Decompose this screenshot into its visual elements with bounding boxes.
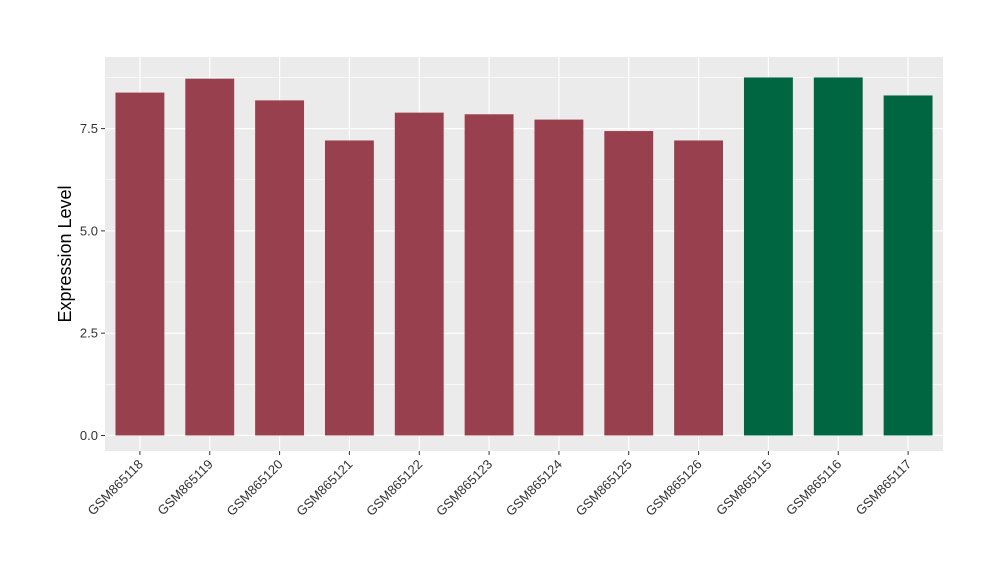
x-tick-label: GSM865116 [783,457,845,519]
bar-GSM865115 [743,77,793,436]
x-tick-label: GSM865117 [853,457,915,519]
x-tick-label: GSM865121 [293,457,355,519]
y-tick-label: 2.5 [80,326,98,341]
y-tick-label: 5.0 [80,223,98,238]
bar-GSM865118 [115,92,165,436]
x-tick-label: GSM865122 [363,457,425,519]
bar-GSM865120 [255,100,305,436]
y-tick-label: 0.0 [80,428,98,443]
bar-GSM865117 [883,95,933,436]
x-tick-label: GSM865118 [84,457,146,519]
plot-panel [105,57,943,451]
y-tick-label: 7.5 [80,121,98,136]
x-tick-label: GSM865125 [573,457,635,519]
x-tick-label: GSM865120 [223,457,285,519]
bar-GSM865123 [464,114,514,436]
bars [115,77,933,436]
x-tick-label: GSM865119 [154,457,216,519]
bar-GSM865119 [185,78,235,436]
minor-gridlines [105,77,943,385]
bar-GSM865116 [813,77,863,436]
bar-GSM865121 [324,140,374,436]
x-axis: GSM865118 GSM865119 GSM865120 GSM865121 GSM8… [84,451,914,519]
bar-GSM865122 [394,112,444,436]
y-axis: 0.0 2.5 5.0 7.5 [80,121,105,443]
y-axis-title: Expression Level [55,185,75,322]
bar-GSM865126 [674,140,724,436]
x-tick-label: GSM865126 [642,457,704,519]
bar-GSM865124 [534,119,584,436]
bar-GSM865125 [604,131,654,436]
x-tick-label: GSM865124 [503,457,565,519]
x-tick-label: GSM865123 [433,457,495,519]
x-tick-label: GSM865115 [713,457,775,519]
